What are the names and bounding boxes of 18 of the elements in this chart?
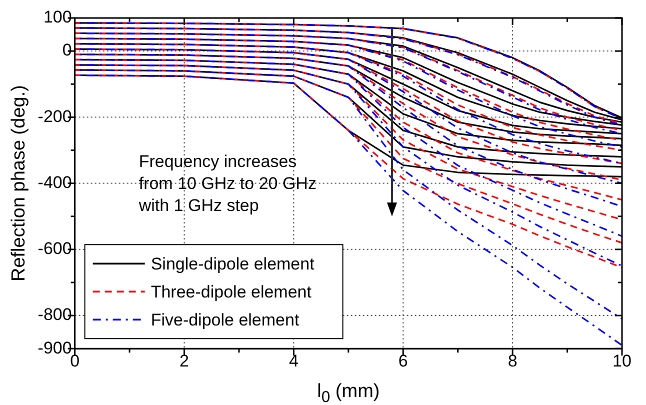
legend-label: Five-dipole element [150,310,300,330]
y-tick-label: -400 [38,172,72,192]
legend-label: Single-dipole element [150,254,315,274]
x-axis-title: l$_{0}$ (mm) [317,380,380,405]
x-tick-label: 8 [508,351,518,370]
annotation: Frequency increases from 10 GHz to 20 GHz with 1 GHz step [138,152,316,215]
x-tick-label: 6 [398,351,408,370]
y-tick-label: 100 [43,8,72,27]
x-tick-label: 2 [180,351,189,370]
y-tick-label: -900 [38,338,72,358]
y-axis-title: Reflection phase (deg.) [8,85,30,282]
legend-label: Three-dipole element [150,282,312,302]
y-tick-label: -200 [38,106,72,126]
x-tick-label: 4 [288,351,298,370]
y-tick-label: -800 [38,305,72,324]
x-tick-label: 10 [612,351,632,370]
y-tick-label: 0 [62,40,72,60]
y-tick-label: -600 [38,239,72,258]
